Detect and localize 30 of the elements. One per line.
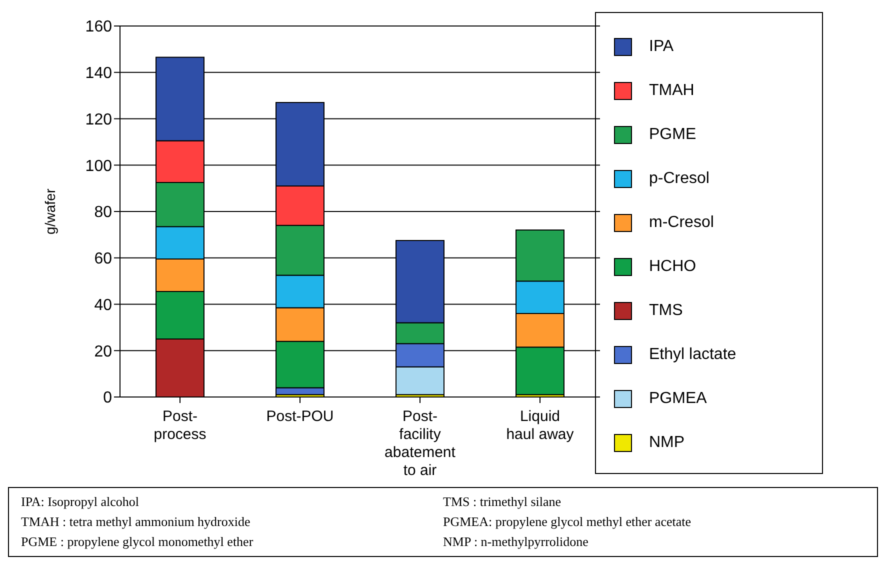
y-axis-title: g/wafer bbox=[42, 188, 58, 234]
y-tick-label: 160 bbox=[85, 18, 112, 36]
text: PGME : propylene glycol monomethyl ether bbox=[21, 533, 254, 551]
x-tick-label: Liquid haul away bbox=[506, 408, 574, 443]
text: TMAH : tetra methyl ammonium hydroxide bbox=[21, 513, 252, 531]
legend-label: TMS bbox=[649, 302, 683, 320]
x-tick-label: Post-process bbox=[154, 408, 206, 443]
legend-label: IPA bbox=[649, 38, 674, 56]
legend-label: PGME bbox=[649, 126, 696, 144]
text: IPA: Isopropyl alcohol bbox=[21, 493, 140, 511]
y-tick-label: 40 bbox=[94, 296, 112, 314]
y-tick-label: 100 bbox=[85, 158, 112, 175]
legend-label: HCHO bbox=[649, 258, 696, 276]
y-tick-label: 80 bbox=[94, 204, 112, 222]
legend-label: p-Cresol bbox=[649, 170, 710, 188]
y-tick-label: 0 bbox=[103, 390, 112, 407]
legend-label: Ethyl lactate bbox=[649, 346, 736, 364]
y-tick-label: 120 bbox=[85, 111, 112, 128]
legend-label: PGMEA bbox=[649, 390, 707, 408]
text: TMS : trimethyl silane bbox=[443, 493, 562, 511]
legend-label: NMP bbox=[649, 434, 685, 452]
y-tick-label: 60 bbox=[94, 250, 112, 268]
y-tick-label: 20 bbox=[94, 343, 112, 360]
text: PGMEA: propylene glycol methyl ether acetate bbox=[443, 513, 692, 531]
text: NMP : n-methylpyrrolidone bbox=[443, 533, 590, 551]
y-tick-label: 140 bbox=[85, 65, 112, 82]
x-tick-label: Post- facility abatement to air bbox=[384, 408, 456, 479]
x-tick-label: Post-POU bbox=[266, 408, 334, 425]
legend-label: TMAH bbox=[649, 82, 694, 100]
legend-label: m-Cresol bbox=[649, 214, 714, 232]
